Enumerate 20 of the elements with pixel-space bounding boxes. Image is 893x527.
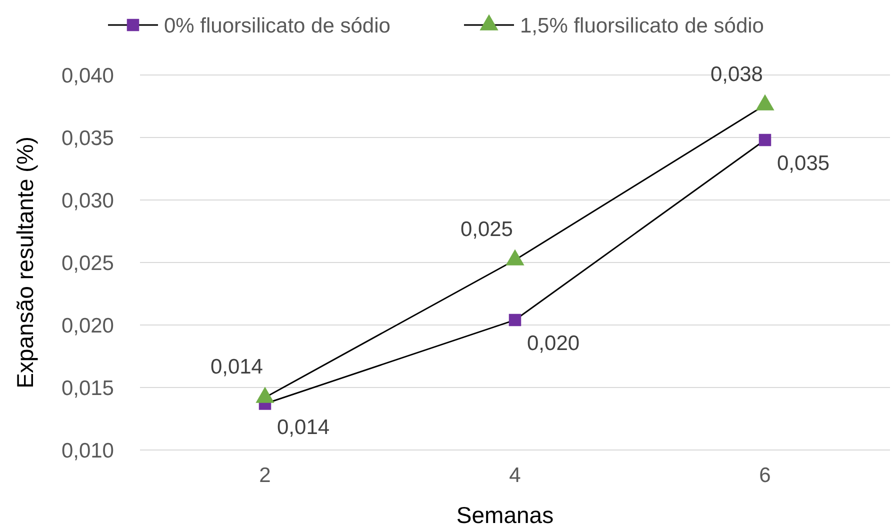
- x-axis-title: Semanas: [456, 502, 554, 527]
- data-label: 0,038: [710, 63, 763, 86]
- legend-label: 0% fluorsilicato de sódio: [164, 14, 390, 38]
- data-label: 0,035: [777, 152, 830, 175]
- data-label: 0,014: [277, 416, 330, 439]
- y-tick-label: 0,020: [61, 314, 114, 338]
- y-tick-label: 0,035: [61, 126, 114, 150]
- x-tick-label: 2: [259, 464, 271, 487]
- x-tick-label: 4: [509, 464, 522, 487]
- y-tick-label: 0,015: [61, 376, 114, 400]
- y-tick-label: 0,010: [61, 439, 114, 462]
- y-tick-label: 0,030: [61, 189, 114, 212]
- y-tick-label: 0,040: [61, 64, 114, 88]
- legend-label: 1,5% fluorsilicato de sódio: [520, 14, 764, 38]
- y-axis-title: Expansão resultante (%): [12, 136, 38, 388]
- y-tick-label: 0,025: [61, 252, 114, 275]
- x-tick-label: 6: [759, 464, 771, 487]
- data-label: 0,014: [210, 356, 264, 378]
- data-label: 0,020: [527, 332, 580, 355]
- data-label: 0,025: [460, 218, 513, 241]
